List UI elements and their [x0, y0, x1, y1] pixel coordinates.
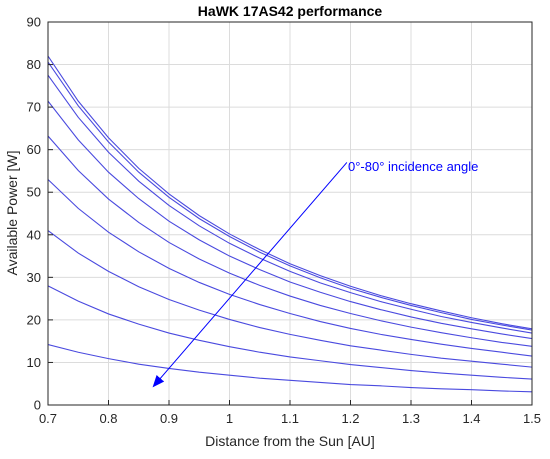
x-tick-label: 0.8 [99, 411, 117, 426]
series-line-6 [48, 179, 532, 357]
x-tick-label: 1.3 [402, 411, 420, 426]
series-line-5 [48, 135, 532, 347]
x-tick-label: 0.9 [160, 411, 178, 426]
series-line-3 [48, 74, 532, 334]
y-tick-label: 50 [27, 185, 41, 200]
y-tick-label: 60 [27, 142, 41, 157]
x-tick-label: 1.5 [523, 411, 541, 426]
y-tick-label: 80 [27, 57, 41, 72]
chart-title: HaWK 17AS42 performance [198, 3, 383, 19]
annotation-label: 0°-80° incidence angle [348, 159, 478, 174]
x-axis-ticks: 0.7 0.8 0.9 1 1.1 1.2 1.3 1.4 1.5 [39, 400, 541, 426]
annotation-arrow [152, 162, 348, 388]
y-tick-label: 20 [27, 312, 41, 327]
series-line-8 [48, 285, 532, 380]
series-line-2 [48, 61, 532, 331]
y-tick-label: 30 [27, 270, 41, 285]
series-lines [48, 55, 532, 393]
y-tick-label: 0 [34, 398, 41, 413]
y-tick-label: 90 [27, 15, 41, 30]
y-tick-label: 40 [27, 227, 41, 242]
y-axis-label: Available Power [W] [4, 150, 20, 275]
y-tick-label: 10 [27, 355, 41, 370]
x-axis-label: Distance from the Sun [AU] [205, 433, 375, 449]
x-tick-label: 1.1 [281, 411, 299, 426]
series-line-7 [48, 230, 532, 368]
y-tick-label: 70 [27, 100, 41, 115]
series-line-4 [48, 100, 532, 340]
x-tick-label: 1 [226, 411, 233, 426]
series-line-1 [48, 55, 532, 330]
x-tick-label: 1.2 [341, 411, 359, 426]
x-tick-label: 1.4 [462, 411, 480, 426]
y-axis-ticks: 0 10 20 30 40 50 60 70 80 90 [27, 15, 53, 413]
x-tick-label: 0.7 [39, 411, 57, 426]
series-line-9 [48, 344, 532, 393]
